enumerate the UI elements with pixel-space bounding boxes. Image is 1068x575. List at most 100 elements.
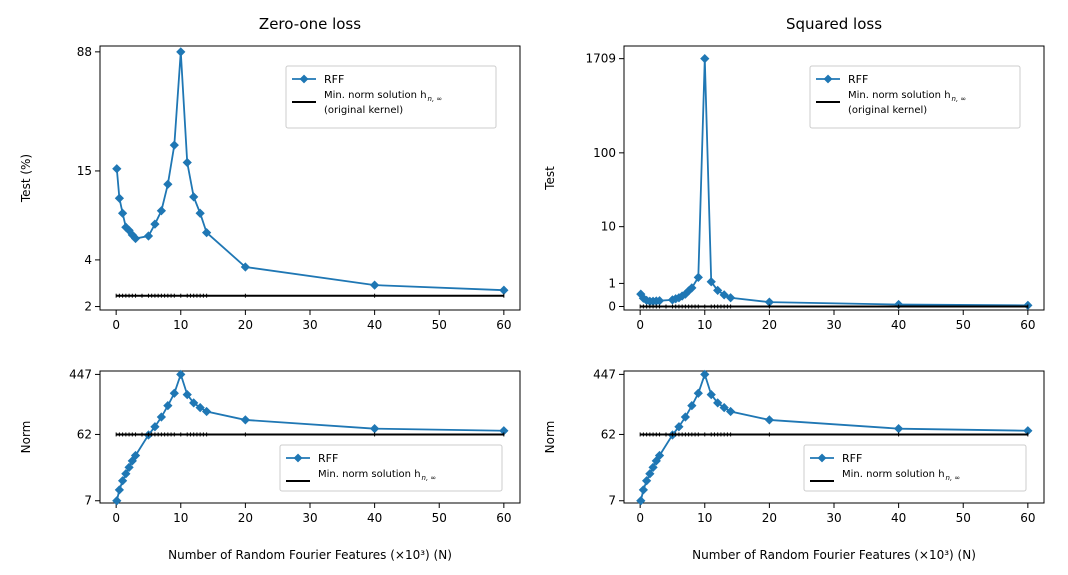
y-tick-label: 447 <box>69 367 92 381</box>
series-min-norm <box>639 432 1029 437</box>
rff-point <box>240 262 251 272</box>
rff-point <box>163 179 173 189</box>
rff-point <box>195 402 205 413</box>
x-axis-label: Number of Random Fourier Features (×10³)… <box>692 548 976 562</box>
x-tick-label: 50 <box>432 318 447 332</box>
legend-frame <box>803 444 1027 492</box>
y-axis-label: Norm <box>19 421 33 454</box>
rff-point <box>189 192 199 202</box>
y-axis-label: Test (%) <box>19 154 33 203</box>
rff-point <box>641 476 652 486</box>
x-tick-label: 40 <box>891 318 906 332</box>
series-rff <box>112 47 509 295</box>
rff-point <box>117 208 128 218</box>
rff-point <box>112 496 122 506</box>
rff-point <box>176 369 186 380</box>
y-tick-label: 2 <box>84 300 92 314</box>
x-tick-label: 20 <box>238 318 253 332</box>
rff-point <box>893 424 904 434</box>
rff-point <box>693 272 703 282</box>
legend-rff-marker <box>293 453 303 463</box>
legend: RFF Min. norm solution h n, ∞ (original ker… <box>285 65 497 129</box>
legend-min-norm-label: Min. norm solution h <box>848 90 951 101</box>
legend-rff-marker <box>823 74 833 84</box>
rff-point <box>117 476 128 486</box>
legend-min-norm-label: Min. norm solution h <box>842 469 945 480</box>
legend-min-norm-subscript: n, ∞ <box>952 95 967 103</box>
y-tick-label: 100 <box>593 146 616 160</box>
x-tick-label: 0 <box>112 318 120 332</box>
x-tick-label: 30 <box>302 318 317 332</box>
x-tick-label: 60 <box>1020 511 1035 525</box>
rff-point <box>189 398 199 408</box>
rff-point <box>687 283 697 293</box>
x-tick-label: 10 <box>697 318 712 332</box>
rff-point <box>201 227 212 238</box>
rff-point <box>114 193 125 203</box>
x-tick-label: 60 <box>1020 318 1035 332</box>
rff-point <box>719 290 729 300</box>
legend-rff-label: RFF <box>842 452 862 465</box>
y-tick-label: 88 <box>77 45 92 59</box>
x-tick-label: 30 <box>826 318 841 332</box>
x-tick-label: 10 <box>697 511 712 525</box>
y-tick-label: 4 <box>84 253 92 267</box>
rff-point <box>163 401 173 411</box>
rff-point <box>725 406 736 417</box>
series-min-norm <box>639 304 1029 309</box>
y-tick-label: 1 <box>608 276 616 290</box>
y-tick-label: 7 <box>84 494 92 508</box>
rff-point <box>719 402 729 413</box>
rff-point <box>176 47 186 57</box>
rff-point <box>150 422 160 432</box>
rff-point <box>169 388 179 398</box>
y-tick-label: 7 <box>608 494 616 508</box>
x-axis-label: Number of Random Fourier Features (×10³)… <box>168 548 452 562</box>
x-tick-label: 0 <box>636 318 644 332</box>
x-tick-label: 20 <box>762 318 777 332</box>
x-tick-label: 30 <box>826 511 841 525</box>
legend-rff-label: RFF <box>848 73 868 86</box>
rff-point <box>693 388 703 398</box>
rff-point <box>636 496 646 506</box>
legend-frame <box>809 65 1021 129</box>
rff-point <box>150 219 160 229</box>
legend-rff-marker <box>299 74 309 84</box>
panel-squared_test: Squared loss 0 10 20 30 40 50 60 0 1 10 100 1709 Test… <box>543 15 1045 332</box>
rff-point <box>201 406 212 417</box>
y-axis-label: Norm <box>543 421 557 454</box>
rff-point <box>130 233 141 244</box>
y-tick-label: 1709 <box>585 52 616 66</box>
series-rff <box>636 369 1033 506</box>
chart-title: Squared loss <box>786 15 882 33</box>
rff-point <box>182 389 192 400</box>
x-tick-label: 0 <box>636 511 644 525</box>
rff-point <box>195 208 205 218</box>
y-tick-label: 447 <box>593 367 616 381</box>
chart-title: Zero-one loss <box>259 15 361 33</box>
rff-point <box>499 285 509 295</box>
x-tick-label: 10 <box>173 318 188 332</box>
rff-point <box>143 231 154 241</box>
rff-point <box>674 422 684 432</box>
rff-point <box>648 462 658 472</box>
rff-point <box>169 140 179 150</box>
rff-point <box>645 469 655 479</box>
x-tick-label: 20 <box>238 511 253 525</box>
x-tick-label: 50 <box>956 511 971 525</box>
x-tick-label: 20 <box>762 511 777 525</box>
rff-point <box>114 485 125 495</box>
x-tick-label: 40 <box>367 318 382 332</box>
rff-point <box>764 415 775 425</box>
y-tick-label: 10 <box>601 220 616 234</box>
rff-point <box>369 280 380 290</box>
rff-point <box>713 285 723 296</box>
rff-point <box>638 485 649 495</box>
rff-point <box>369 424 380 434</box>
legend-min-norm-label-line2: (original kernel) <box>848 105 927 116</box>
legend-frame <box>279 444 503 492</box>
rff-point <box>654 450 665 461</box>
rff-point <box>700 369 710 380</box>
rff-point <box>156 206 167 216</box>
